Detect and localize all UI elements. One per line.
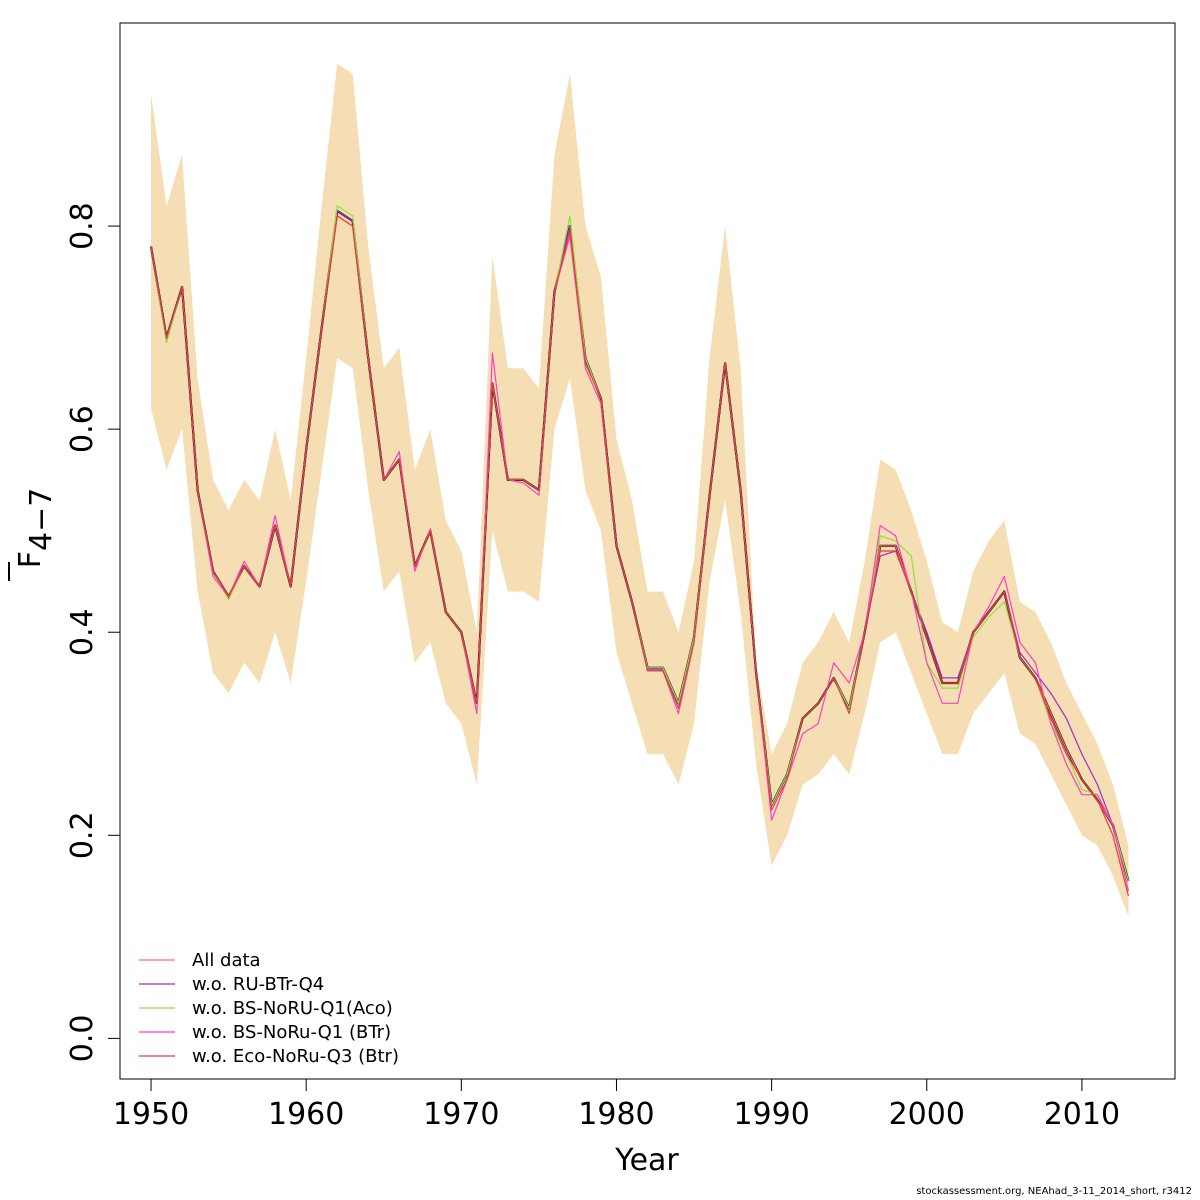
y-tick-label: 0.2 xyxy=(65,811,100,859)
x-axis: 1950 1960 1970 1980 1990 2000 2010 xyxy=(113,1078,1120,1132)
x-tick-label: 2000 xyxy=(889,1097,965,1132)
legend-label: w.o. BS-NoRu-Q1 (BTr) xyxy=(192,1022,391,1043)
y-axis-title: F 4−7 xyxy=(8,488,59,581)
x-axis-title: Year xyxy=(614,1143,679,1178)
legend: All data w.o. RU-BTr-Q4 w.o. BS-NoRU-Q1(Ac… xyxy=(139,950,399,1067)
confidence-band-layer xyxy=(151,63,1129,917)
y-axis-title-base: F xyxy=(13,551,48,568)
x-tick-label: 1960 xyxy=(268,1097,344,1132)
footer-note: stockassessment.org, NEAhad_3-11_2014_sh… xyxy=(916,1186,1192,1197)
legend-label: w.o. BS-NoRU-Q1(Aco) xyxy=(192,998,393,1019)
legend-label: All data xyxy=(192,950,261,971)
legend-label: w.o. Eco-NoRu-Q3 (Btr) xyxy=(192,1046,399,1067)
y-tick-label: 0.6 xyxy=(65,405,100,453)
series-line-w-o-eco-noru-q3-btr-5 xyxy=(150,215,1130,897)
x-tick-label: 1950 xyxy=(113,1097,189,1132)
legend-label: w.o. RU-BTr-Q4 xyxy=(192,974,324,995)
y-axis-title-subscript: 4−7 xyxy=(24,488,59,551)
x-tick-label: 1970 xyxy=(423,1097,499,1132)
confidence-band xyxy=(151,63,1129,917)
x-tick-label: 1980 xyxy=(578,1097,654,1132)
y-axis: 0.0 0.2 0.4 0.6 0.8 xyxy=(65,202,121,1063)
y-tick-label: 0.4 xyxy=(65,608,100,656)
y-tick-label: 0.8 xyxy=(65,202,100,250)
x-tick-label: 1990 xyxy=(733,1097,809,1132)
x-tick-label: 2010 xyxy=(1044,1097,1120,1132)
series-layer xyxy=(149,205,1130,897)
y-tick-label: 0.0 xyxy=(65,1015,100,1063)
